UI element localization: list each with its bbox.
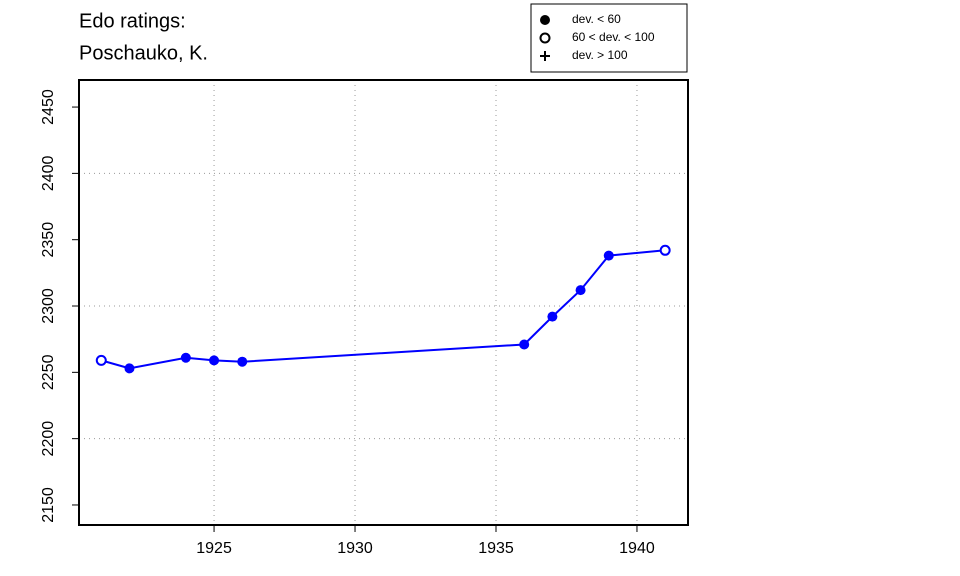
plot-frame: [78, 79, 689, 526]
y-tick-label: 2300: [40, 288, 57, 324]
point: [95, 354, 107, 366]
legend-label: dev. < 60: [572, 12, 621, 26]
x-tick-label: 1940: [619, 540, 655, 557]
point: [659, 244, 671, 256]
point: [603, 250, 614, 261]
legend-symbol: [540, 15, 550, 25]
y-tick-label: 2150: [40, 487, 57, 523]
y-tick-label: 2450: [40, 89, 57, 125]
legend-symbol: [540, 51, 550, 61]
point: [575, 285, 586, 296]
x-tick-label: 1930: [337, 540, 373, 557]
legend-label: dev. > 100: [572, 48, 628, 62]
legend-box: [530, 3, 688, 73]
y-tick-label: 2250: [40, 354, 57, 390]
point: [124, 363, 135, 374]
legend-label: 60 < dev. < 100: [572, 30, 655, 44]
chart-title: Poschauko, K.: [79, 42, 208, 64]
point: [519, 339, 530, 350]
y-tick-label: 2200: [40, 421, 57, 457]
x-tick-label: 1935: [478, 540, 514, 557]
point: [180, 352, 191, 363]
y-tick-label: 2350: [40, 222, 57, 258]
point: [209, 355, 220, 366]
line: [101, 249, 666, 370]
chart-title: Edo ratings:: [79, 10, 186, 32]
point: [237, 356, 248, 367]
y-tick-label: 2400: [40, 155, 57, 191]
legend-symbol: [539, 32, 551, 44]
x-tick-label: 1925: [196, 540, 232, 557]
point: [547, 311, 558, 322]
